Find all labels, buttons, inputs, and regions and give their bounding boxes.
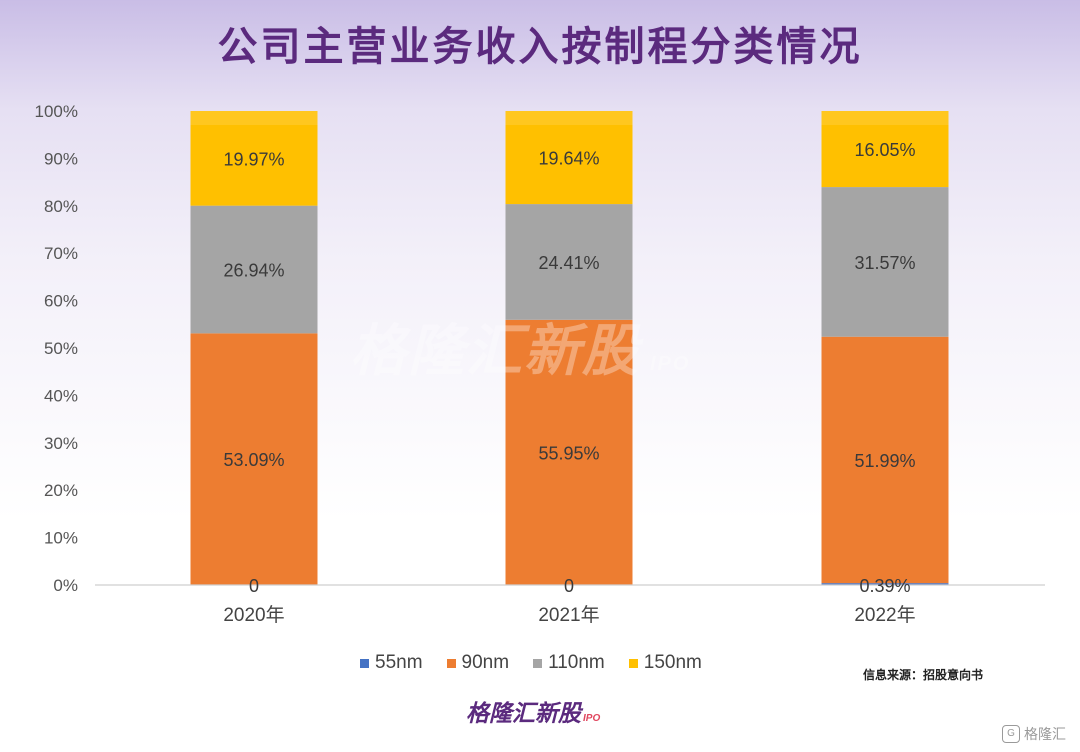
- watermark: 格隆汇新股 IPO: [350, 306, 690, 387]
- y-tick-label: 50%: [44, 339, 78, 358]
- x-axis: 2020年 2021年 2022年: [223, 604, 915, 626]
- bar-segment-90nm: [505, 319, 633, 585]
- legend-swatch: [446, 658, 456, 668]
- legend: 55nm 90nm 110nm 150nm: [360, 652, 702, 674]
- legend-swatch: [533, 658, 543, 668]
- bar-segment-55nm: [821, 583, 949, 585]
- bar-segment-110nm: [190, 205, 318, 334]
- legend-label: 150nm: [643, 652, 702, 673]
- y-tick-label: 80%: [44, 197, 78, 216]
- bar-highlight: [505, 111, 633, 125]
- y-tick-label: 70%: [44, 244, 78, 263]
- data-label: 0.39%: [859, 576, 910, 596]
- brand-sub: IPO: [583, 713, 601, 724]
- data-label: 53.09%: [223, 450, 284, 470]
- data-labels: 0 53.09% 26.94% 19.97% 0 55.95% 24.41% 19.64% 0.…: [223, 140, 915, 596]
- source-note: 信息来源：招股意向书: [863, 668, 984, 682]
- chart-title: 公司主营业务收入按制程分类情况: [217, 23, 863, 70]
- data-label: 19.97%: [223, 149, 284, 169]
- legend-swatch: [360, 658, 369, 668]
- data-label: 0: [249, 576, 259, 596]
- legend-item-90nm: 90nm: [446, 652, 510, 674]
- bar-segment-90nm: [821, 336, 949, 584]
- bar-segment-110nm: [505, 204, 633, 320]
- bar-segment-110nm: [821, 187, 949, 337]
- y-tick-label: 0%: [53, 576, 78, 595]
- brand-logo: 格隆汇新股 IPO: [466, 694, 600, 728]
- y-tick-label: 10%: [44, 529, 78, 548]
- bar-segment-150nm: [821, 111, 949, 188]
- data-label: 31.57%: [854, 253, 915, 273]
- x-tick-label: 2022年: [854, 604, 915, 626]
- legend-label: 110nm: [548, 652, 605, 673]
- y-tick-label: 40%: [44, 386, 78, 405]
- bar-segment-150nm: [190, 111, 318, 206]
- x-tick-label: 2021年: [538, 604, 599, 626]
- y-tick-label: 90%: [44, 149, 78, 168]
- brand-text: 格隆汇新股: [466, 700, 581, 726]
- y-tick-label: 20%: [44, 481, 78, 500]
- y-tick-label: 30%: [44, 434, 78, 453]
- data-label: 24.41%: [538, 253, 599, 273]
- legend-label: 55nm: [375, 652, 423, 673]
- watermark-sub: IPO: [650, 353, 691, 375]
- data-label: 16.05%: [854, 140, 915, 160]
- corner-g-icon: G: [1002, 725, 1020, 743]
- watermark-text: 格隆汇新股: [350, 319, 640, 382]
- corner-logo-text: 格隆汇: [1024, 726, 1066, 742]
- bar-highlight: [821, 111, 949, 125]
- data-label: 55.95%: [538, 443, 599, 463]
- bar-segment-90nm: [190, 333, 318, 585]
- data-label: 19.64%: [538, 149, 599, 169]
- y-tick-label: 60%: [44, 292, 78, 311]
- y-tick-label: 100%: [35, 102, 78, 121]
- data-label: 51.99%: [854, 451, 915, 471]
- corner-logo: G 格隆汇: [1002, 724, 1066, 744]
- y-axis: 0% 10% 20% 30% 40% 50% 60% 70% 80% 90% 100%: [35, 102, 78, 595]
- bar-segment-150nm: [505, 111, 633, 205]
- data-label: 26.94%: [223, 261, 284, 281]
- legend-item-110nm: 110nm: [533, 652, 605, 674]
- bars: [190, 111, 949, 585]
- x-tick-label: 2020年: [223, 604, 284, 626]
- legend-item-55nm: 55nm: [360, 652, 423, 674]
- data-label: 0: [564, 576, 574, 596]
- legend-label: 90nm: [461, 652, 510, 673]
- bar-highlight: [190, 111, 318, 125]
- legend-swatch: [628, 658, 638, 668]
- legend-item-150nm: 150nm: [628, 652, 702, 674]
